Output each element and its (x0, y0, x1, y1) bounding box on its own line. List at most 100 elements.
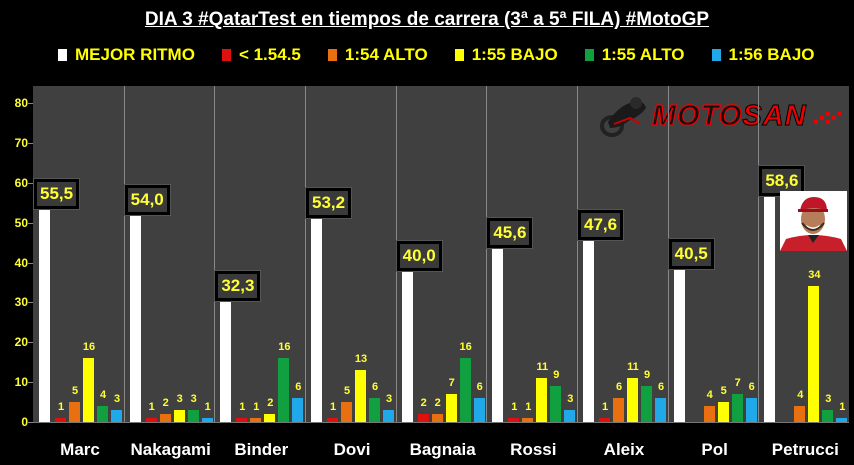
bar-value-label: 2 (267, 397, 274, 410)
legend-label: 1:54 ALTO (344, 45, 428, 64)
best-pace-label: 32,3 (214, 270, 262, 303)
legend-item: 1:56 BAJO (711, 45, 815, 65)
bar-value-label: 13 (354, 353, 368, 366)
legend-label: 1:55 BAJO (471, 45, 558, 64)
bar-petrucci-0 (764, 188, 776, 422)
y-tick-mark (28, 302, 33, 304)
category-label: Aleix (603, 440, 645, 459)
bar-value-label: 4 (797, 389, 804, 402)
category-label: Binder (234, 440, 289, 459)
group-divider (123, 86, 125, 422)
bar-marc-1 (55, 418, 66, 422)
best-pace-label: 55,5 (32, 177, 81, 210)
bar-aleix-0 (583, 232, 594, 422)
y-tick-label: 40 (14, 255, 28, 270)
bar-marc-3 (83, 358, 94, 422)
bar-value-label: 6 (615, 381, 623, 394)
best-pace-label: 40,5 (667, 237, 715, 270)
bar-value-label: 1 (601, 401, 609, 413)
y-tick-label: 70 (14, 135, 28, 150)
bar-bagnaia-5 (473, 398, 485, 422)
bar-nakagami-2 (159, 414, 171, 422)
bar-rossi-3 (536, 378, 548, 422)
best-pace-label: 54,0 (123, 183, 171, 216)
y-tick-mark (28, 422, 33, 423)
bar-value-label: 2 (420, 397, 427, 410)
y-tick-label: 60 (14, 175, 28, 190)
bar-rossi-4 (550, 386, 562, 422)
y-tick-mark (28, 182, 33, 184)
group-divider (758, 86, 760, 422)
motorcycle-rider-icon (600, 97, 646, 137)
bar-binder-0 (220, 293, 232, 422)
bar-value-label: 11 (536, 361, 549, 374)
bar-value-label: 6 (748, 381, 755, 394)
bar-dovi-4 (369, 398, 380, 422)
y-tick-mark (28, 142, 33, 144)
y-tick-mark (28, 342, 33, 344)
bar-aleix-2 (613, 398, 624, 422)
bar-value-label: 1 (57, 401, 65, 413)
bar-value-label: 16 (82, 341, 96, 354)
bar-value-label: 1 (511, 401, 518, 413)
legend-item: MEJOR RITMO (58, 45, 195, 65)
bar-dovi-5 (383, 410, 394, 422)
legend-label: MEJOR RITMO (75, 45, 195, 64)
bar-value-label: 1 (204, 401, 211, 413)
best-pace-label: 47,6 (576, 209, 625, 242)
bar-nakagami-4 (187, 410, 199, 422)
bar-dovi-0 (311, 209, 322, 422)
legend-item: < 1.54.5 (221, 45, 301, 65)
bar-value-label: 3 (385, 393, 393, 406)
bar-rossi-1 (508, 418, 520, 422)
x-axis-baseline (33, 422, 849, 423)
category-label: Nakagami (130, 440, 211, 459)
bar-value-label: 1 (148, 401, 155, 413)
bar-petrucci-3 (808, 286, 820, 422)
group-divider (667, 86, 669, 422)
y-tick-mark (28, 103, 33, 104)
category-label: Marc (60, 440, 100, 459)
category-label: Dovi (333, 440, 371, 459)
legend-swatch (58, 49, 67, 61)
plot-area: MOTOSAN 55,5 1 5 16 4 3 54,0 1 2 3 3 1 32,3 1 1 2 16 6 53,… (32, 86, 849, 422)
group-divider (214, 86, 216, 422)
legend-item: 1:55 ALTO (584, 45, 685, 65)
y-tick-label: 80 (14, 96, 28, 110)
legend-swatch (327, 49, 337, 61)
bar-value-label: 3 (113, 393, 121, 406)
bar-binder-3 (264, 414, 276, 422)
bar-binder-2 (250, 418, 262, 422)
bar-value-label: 1 (839, 401, 846, 413)
legend-swatch (711, 49, 721, 61)
bar-binder-1 (236, 418, 248, 422)
bar-rossi-0 (492, 240, 504, 422)
y-tick-label: 20 (14, 335, 28, 350)
bar-pol-4 (731, 394, 743, 422)
y-tick-label: 0 (21, 415, 28, 429)
bar-nakagami-5 (201, 418, 213, 422)
bar-pol-0 (673, 260, 685, 422)
bar-aleix-5 (655, 398, 666, 422)
y-tick-mark (28, 262, 33, 264)
bar-value-label: 16 (459, 341, 472, 354)
rider-portrait-icon (780, 191, 847, 251)
bar-value-label: 4 (99, 389, 107, 402)
bar-value-label: 34 (808, 269, 821, 282)
y-tick-mark (28, 382, 33, 384)
y-tick-mark (28, 222, 33, 224)
bar-value-label: 16 (278, 341, 291, 354)
bar-pol-2 (703, 406, 715, 422)
bar-rossi-5 (564, 410, 576, 422)
bar-value-label: 4 (706, 389, 713, 402)
bar-aleix-4 (641, 386, 652, 422)
category-label: Pol (701, 440, 728, 459)
legend-item: 1:54 ALTO (327, 45, 428, 65)
y-tick-label: 50 (14, 215, 28, 230)
bar-dovi-2 (341, 402, 352, 422)
legend: MEJOR RITMO < 1.54.5 1:54 ALTO 1:55 BAJO 1:5… (58, 45, 842, 65)
bar-value-label: 3 (825, 393, 832, 406)
category-label: Rossi (510, 440, 557, 459)
bar-value-label: 5 (343, 385, 351, 398)
chart-title: DIA 3 #QatarTest en tiempos de carrera (… (144, 9, 710, 30)
